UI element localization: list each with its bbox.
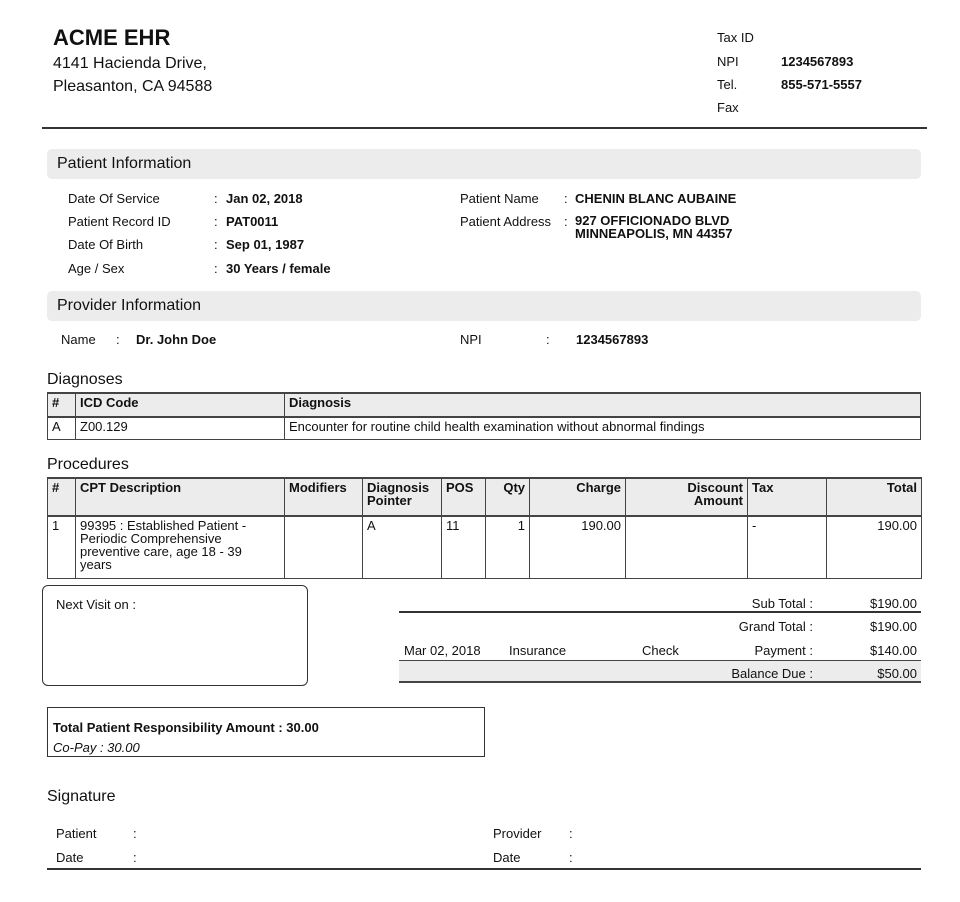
patient-address-line1: 927 OFFICIONADO BLVD <box>575 213 730 228</box>
provider-name-value: Dr. John Doe <box>136 332 217 347</box>
provider-npi-label: NPI <box>460 332 482 347</box>
cell: Z00.129 <box>75 416 285 440</box>
patient-address-line2: MINNEAPOLIS, MN 44357 <box>575 226 733 241</box>
col-header: Diagnosis <box>284 392 921 418</box>
balance-due-value: $50.00 <box>877 666 917 681</box>
colon: : <box>133 826 137 841</box>
copay: Co-Pay : 30.00 <box>53 740 140 755</box>
col-header: Tax <box>747 477 827 517</box>
procedures-table: # CPT Description Modifiers Diagnosis Po… <box>47 477 922 579</box>
signature-title: Signature <box>47 788 116 805</box>
col-header: Diagnosis Pointer <box>362 477 442 517</box>
patient-responsibility-box: Total Patient Responsibility Amount : 30… <box>47 707 485 757</box>
cell: Encounter for routine child health exami… <box>284 416 921 440</box>
provider-signature-label: Provider <box>493 826 542 841</box>
cell: 1 <box>485 515 530 579</box>
col-header: Discount Amount <box>625 477 748 517</box>
balance-due-label: Balance Due : <box>731 666 813 681</box>
tax-id-label: Tax ID <box>717 30 754 45</box>
provider-info-title: Provider Information <box>57 297 202 314</box>
footer-divider <box>47 868 921 870</box>
cell: A <box>47 416 76 440</box>
patient-info-bar: Patient Information <box>47 149 921 179</box>
colon: : <box>214 261 218 276</box>
dos-label: Date Of Service <box>68 191 160 206</box>
colon: : <box>116 332 120 347</box>
grand-total-label: Grand Total : <box>738 619 813 634</box>
cell: 11 <box>441 515 486 579</box>
dob-label: Date Of Birth <box>68 237 144 252</box>
patient-signature-label: Patient <box>56 826 97 841</box>
header-divider <box>42 127 927 129</box>
col-header: POS <box>441 477 486 517</box>
tel-label: Tel. <box>717 77 738 92</box>
npi-value: 1234567893 <box>781 54 854 69</box>
patient-address-label: Patient Address <box>460 214 552 229</box>
provider-npi-value: 1234567893 <box>576 332 649 347</box>
cell <box>625 515 748 579</box>
payment-source: Insurance <box>509 643 567 658</box>
col-header: # <box>47 392 76 418</box>
col-header: # <box>47 477 76 517</box>
colon: : <box>546 332 550 347</box>
age-sex-value: 30 Years / female <box>226 261 331 276</box>
col-header: Total <box>826 477 922 517</box>
table-row: 1 99395 : Established Patient - Periodic… <box>47 515 922 579</box>
cell: 99395 : Established Patient - Periodic C… <box>75 515 285 579</box>
payment-date: Mar 02, 2018 <box>404 643 481 658</box>
sub-total-value: $190.00 <box>870 596 917 611</box>
next-visit-box: Next Visit on : <box>42 585 308 686</box>
colon: : <box>569 826 573 841</box>
total-responsibility: Total Patient Responsibility Amount : 30… <box>53 720 319 735</box>
colon: : <box>133 850 137 865</box>
procedures-title: Procedures <box>47 456 129 473</box>
col-header: CPT Description <box>75 477 285 517</box>
record-id-value: PAT0011 <box>226 214 279 229</box>
col-header: Charge <box>529 477 626 517</box>
fax-label: Fax <box>717 100 739 115</box>
sub-total-label: Sub Total : <box>751 596 813 611</box>
payment-label: Payment : <box>754 643 813 658</box>
org-name: ACME EHR <box>53 25 171 50</box>
cell: 190.00 <box>529 515 626 579</box>
dos-value: Jan 02, 2018 <box>226 191 303 206</box>
balance-due-row <box>399 660 921 683</box>
diagnoses-title: Diagnoses <box>47 371 123 388</box>
colon: : <box>214 214 218 229</box>
col-header: ICD Code <box>75 392 285 418</box>
payment-value: $140.00 <box>870 643 917 658</box>
provider-date-label: Date <box>493 850 521 865</box>
colon: : <box>214 191 218 206</box>
age-sex-label: Age / Sex <box>68 261 125 276</box>
col-header: Qty <box>485 477 530 517</box>
colon: : <box>564 214 568 229</box>
patient-info-title: Patient Information <box>57 155 192 172</box>
totals-divider <box>399 611 921 613</box>
patient-name-label: Patient Name <box>460 191 539 206</box>
payment-method: Check <box>642 643 679 658</box>
table-row: A Z00.129 Encounter for routine child heal… <box>47 416 921 440</box>
npi-label: NPI <box>717 54 739 69</box>
cell <box>284 515 363 579</box>
org-address-line1: 4141 Hacienda Drive, <box>53 55 207 72</box>
grand-total-value: $190.00 <box>870 619 917 634</box>
colon: : <box>214 237 218 252</box>
dob-value: Sep 01, 1987 <box>226 237 305 252</box>
colon: : <box>564 191 568 206</box>
cell: A <box>362 515 442 579</box>
next-visit-label: Next Visit on : <box>56 597 136 612</box>
colon: : <box>569 850 573 865</box>
cell: 190.00 <box>826 515 922 579</box>
col-header: Modifiers <box>284 477 363 517</box>
cell: - <box>747 515 827 579</box>
provider-name-label: Name <box>61 332 96 347</box>
record-id-label: Patient Record ID <box>68 214 171 229</box>
patient-date-label: Date <box>56 850 84 865</box>
cell: 1 <box>47 515 76 579</box>
provider-info-bar: Provider Information <box>47 291 921 321</box>
tel-value: 855-571-5557 <box>781 77 862 92</box>
org-address-line2: Pleasanton, CA 94588 <box>53 78 213 95</box>
diagnoses-table: # ICD Code Diagnosis A Z00.129 Encounter for… <box>47 392 921 440</box>
patient-name-value: CHENIN BLANC AUBAINE <box>575 191 737 206</box>
